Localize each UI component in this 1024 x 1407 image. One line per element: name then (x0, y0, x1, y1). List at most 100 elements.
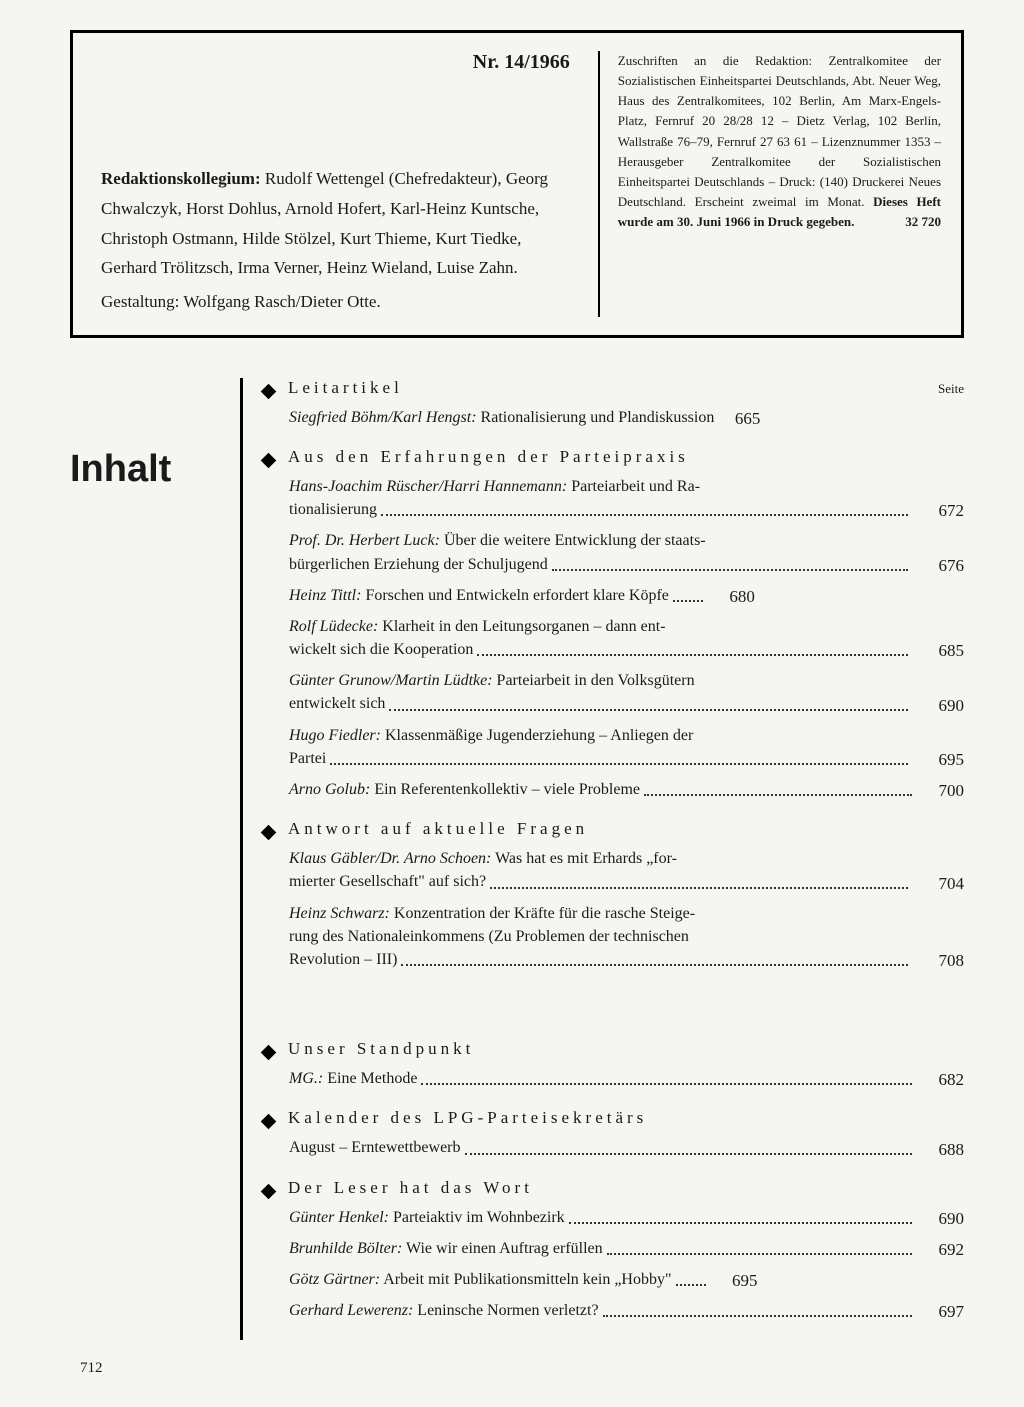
entry-author: Götz Gärtner: (289, 1271, 380, 1288)
leader-dots (603, 1315, 912, 1317)
entry-page: 690 (918, 1209, 964, 1229)
entry-title: Arbeit mit Publikationsmitteln kein „Hob… (380, 1271, 671, 1288)
leader-dots (330, 763, 908, 765)
entry-page: 697 (918, 1302, 964, 1322)
issue-number: Nr. 14/1966 (101, 51, 580, 74)
toc-entry: Gerhard Lewerenz: Leninsche Normen verle… (289, 1299, 964, 1322)
entry-title: Rationalisierung und Plandiskussion (477, 409, 715, 426)
diamond-icon (261, 1183, 277, 1199)
leader-dots (477, 654, 908, 656)
leader-dots (607, 1253, 912, 1255)
diamond-icon (261, 825, 277, 841)
toc-entry: MG.: Eine Methode 682 (289, 1067, 964, 1090)
entry-page: 682 (918, 1070, 964, 1090)
toc-entry: Hugo Fiedler: Klassenmäßige Jugenderzieh… (289, 724, 964, 770)
diamond-icon (261, 383, 277, 399)
entry-title-line2: rung des Nationaleinkommens (Zu Probleme… (289, 925, 914, 948)
entry-page: 692 (918, 1240, 964, 1260)
toc-label-column: Inhalt (70, 378, 240, 1341)
entry-author: Günter Grunow/Martin Lüdtke: (289, 672, 493, 689)
entry-title: Wie wir einen Auftrag erfüllen (402, 1240, 602, 1257)
section-title: Unser Standpunkt (288, 1039, 474, 1059)
entry-title-line2: bürgerlichen Erziehung der Schuljugend (289, 553, 548, 576)
print-number: 32 720 (905, 212, 941, 232)
leader-dots (644, 794, 912, 796)
entry-page: 708 (918, 951, 964, 971)
toc-entry: Heinz Schwarz: Konzentration der Kräfte … (289, 902, 964, 972)
toc-entry: August – Erntewettbewerb 688 (289, 1136, 964, 1159)
header-left: Nr. 14/1966 Redaktionskollegium: Rudolf … (101, 51, 600, 317)
toc-section: Leitartikel Seite Siegfried Böhm/Karl He… (263, 378, 964, 429)
entry-title-line1: Über die weitere Entwicklung der staats- (440, 532, 706, 549)
toc-section: Unser Standpunkt MG.: Eine Methode 682 (263, 1039, 964, 1090)
section-title: Der Leser hat das Wort (288, 1178, 533, 1198)
leader-dots (381, 514, 908, 516)
diamond-icon (261, 1114, 277, 1130)
entry-title: Parteiaktiv im Wohnbezirk (389, 1209, 565, 1226)
entry-title-line2: Partei (289, 747, 326, 770)
entry-page: 695 (712, 1271, 758, 1291)
toc-entry: Günter Henkel: Parteiaktiv im Wohnbezirk… (289, 1206, 964, 1229)
entry-title-line1: Klarheit in den Leitungsorganen – dann e… (378, 618, 665, 635)
seite-label: Seite (918, 381, 964, 397)
toc-section-header: Kalender des LPG-Parteisekretärs (263, 1108, 964, 1128)
entry-title-line1: Klassenmäßige Jugenderziehung – Anliegen… (381, 727, 693, 744)
entry-title: August – Erntewettbewerb (289, 1139, 461, 1156)
entry-page: 665 (714, 409, 760, 429)
entry-page: 672 (918, 501, 964, 521)
leader-dots (552, 569, 908, 571)
leader-dots (389, 709, 908, 711)
entry-author: Rolf Lüdecke: (289, 618, 378, 635)
entry-page: 685 (918, 641, 964, 661)
entry-title-line1: Parteiarbeit und Ra- (567, 478, 700, 495)
section-gap (263, 989, 964, 1039)
toc-entry: Brunhilde Bölter: Wie wir einen Auftrag … (289, 1237, 964, 1260)
toc-container: Inhalt Leitartikel Seite Siegfried Böhm/… (70, 378, 964, 1341)
page: Nr. 14/1966 Redaktionskollegium: Rudolf … (0, 0, 1024, 1407)
toc-entry: Hans-Joachim Rüscher/Harri Hannemann: Pa… (289, 475, 964, 521)
section-title: Leitartikel (288, 378, 403, 398)
entry-title: Leninsche Normen verletzt? (413, 1302, 598, 1319)
toc-entry: Günter Grunow/Martin Lüdtke: Parteiarbei… (289, 669, 964, 715)
entry-author: Klaus Gäbler/Dr. Arno Schoen: (289, 850, 491, 867)
toc-section: Kalender des LPG-Parteisekretärs August … (263, 1108, 964, 1159)
entry-title-line2: mierter Gesellschaft" auf sich? (289, 870, 486, 893)
leader-dots (673, 600, 703, 602)
section-title: Aus den Erfahrungen der Parteipraxis (288, 447, 689, 467)
entry-page: 700 (918, 781, 964, 801)
entry-author: MG.: (289, 1070, 323, 1087)
entry-author: Heinz Schwarz: (289, 905, 390, 922)
toc-section: Der Leser hat das Wort Günter Henkel: Pa… (263, 1178, 964, 1323)
editorial-label: Redaktionskollegium: (101, 169, 261, 188)
toc-entry: Arno Golub: Ein Referentenkollektiv – vi… (289, 778, 964, 801)
entry-page: 704 (918, 874, 964, 894)
entry-title: Forschen und Entwickeln erfordert klare … (361, 587, 668, 604)
entry-title-line1: Was hat es mit Erhards „for- (491, 850, 677, 867)
toc-section-header: Leitartikel Seite (263, 378, 964, 398)
entry-title-line2: entwickelt sich (289, 692, 385, 715)
leader-dots (490, 887, 908, 889)
entry-author: Hugo Fiedler: (289, 727, 381, 744)
entry-title-line1: Konzentration der Kräfte für die rasche … (390, 905, 695, 922)
toc-entry: Klaus Gäbler/Dr. Arno Schoen: Was hat es… (289, 847, 964, 893)
entry-author: Heinz Tittl: (289, 587, 361, 604)
leader-dots (676, 1284, 706, 1286)
leader-dots (465, 1153, 912, 1155)
entry-title-line2: tionalisierung (289, 498, 377, 521)
header-right: Zuschriften an die Redaktion: Zentralkom… (600, 51, 941, 317)
editorial-board: Redaktionskollegium: Rudolf Wettengel (C… (101, 164, 580, 317)
page-number: 712 (80, 1360, 964, 1377)
toc-section: Aus den Erfahrungen der Parteipraxis Han… (263, 447, 964, 801)
entry-author: Hans-Joachim Rüscher/Harri Hannemann: (289, 478, 567, 495)
toc-section-header: Antwort auf aktuelle Fragen (263, 819, 964, 839)
entry-page: 680 (709, 587, 755, 607)
entry-page: 695 (918, 750, 964, 770)
toc-section-header: Unser Standpunkt (263, 1039, 964, 1059)
entry-title-line2: wickelt sich die Kooperation (289, 638, 473, 661)
toc-entry: Siegfried Böhm/Karl Hengst: Rationalisie… (289, 406, 964, 429)
leader-dots (401, 964, 908, 966)
header-box: Nr. 14/1966 Redaktionskollegium: Rudolf … (70, 30, 964, 338)
imprint: Zuschriften an die Redaktion: Zentralkom… (618, 51, 941, 232)
toc-entry: Heinz Tittl: Forschen und Entwickeln erf… (289, 584, 964, 607)
toc-vertical-rule (240, 378, 243, 1341)
